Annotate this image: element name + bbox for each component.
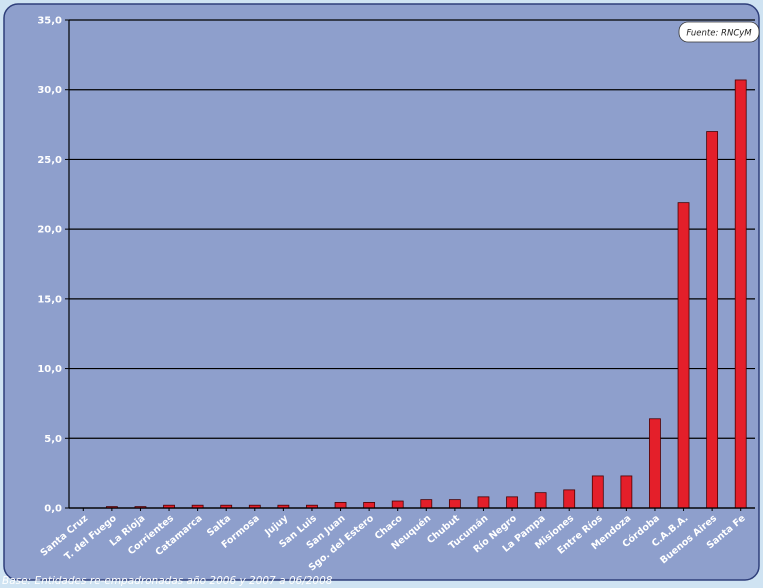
bar <box>506 496 518 509</box>
y-tick-label: 10,0 <box>37 364 62 375</box>
y-tick-label: 20,0 <box>37 225 62 236</box>
source-badge: Fuente: RNCyM <box>678 21 760 43</box>
bar <box>620 475 633 509</box>
bar <box>363 502 376 509</box>
bar <box>677 202 690 509</box>
axis-layer <box>68 20 755 511</box>
plot-panel <box>3 3 760 581</box>
bar <box>563 489 576 509</box>
bar <box>734 79 747 509</box>
bar <box>448 499 461 509</box>
source-box <box>678 21 760 43</box>
bar <box>649 418 661 509</box>
footnote: Base: Entidades re-empadronadas año 2006… <box>2 575 333 587</box>
bar <box>477 496 490 509</box>
y-tick-label: 15,0 <box>37 294 62 305</box>
bar <box>706 131 719 509</box>
y-tick-label: 5,0 <box>44 434 62 445</box>
grid-layer <box>65 19 755 509</box>
source-label: Fuente: RNCyM <box>686 29 752 39</box>
bar-layer <box>105 79 747 509</box>
y-tick-label: 30,0 <box>37 85 62 96</box>
bar <box>591 475 604 509</box>
bar <box>391 500 404 509</box>
bar <box>534 492 547 509</box>
y-tick-label: 35,0 <box>37 16 62 27</box>
bar <box>420 499 433 509</box>
bar <box>334 502 347 509</box>
y-tick-labels: 0,0 5,0 10,0 15,0 20,0 25,0 30,0 35,0 <box>37 16 62 515</box>
y-tick-label: 25,0 <box>37 155 62 166</box>
y-tick-label: 0,0 <box>44 504 62 515</box>
